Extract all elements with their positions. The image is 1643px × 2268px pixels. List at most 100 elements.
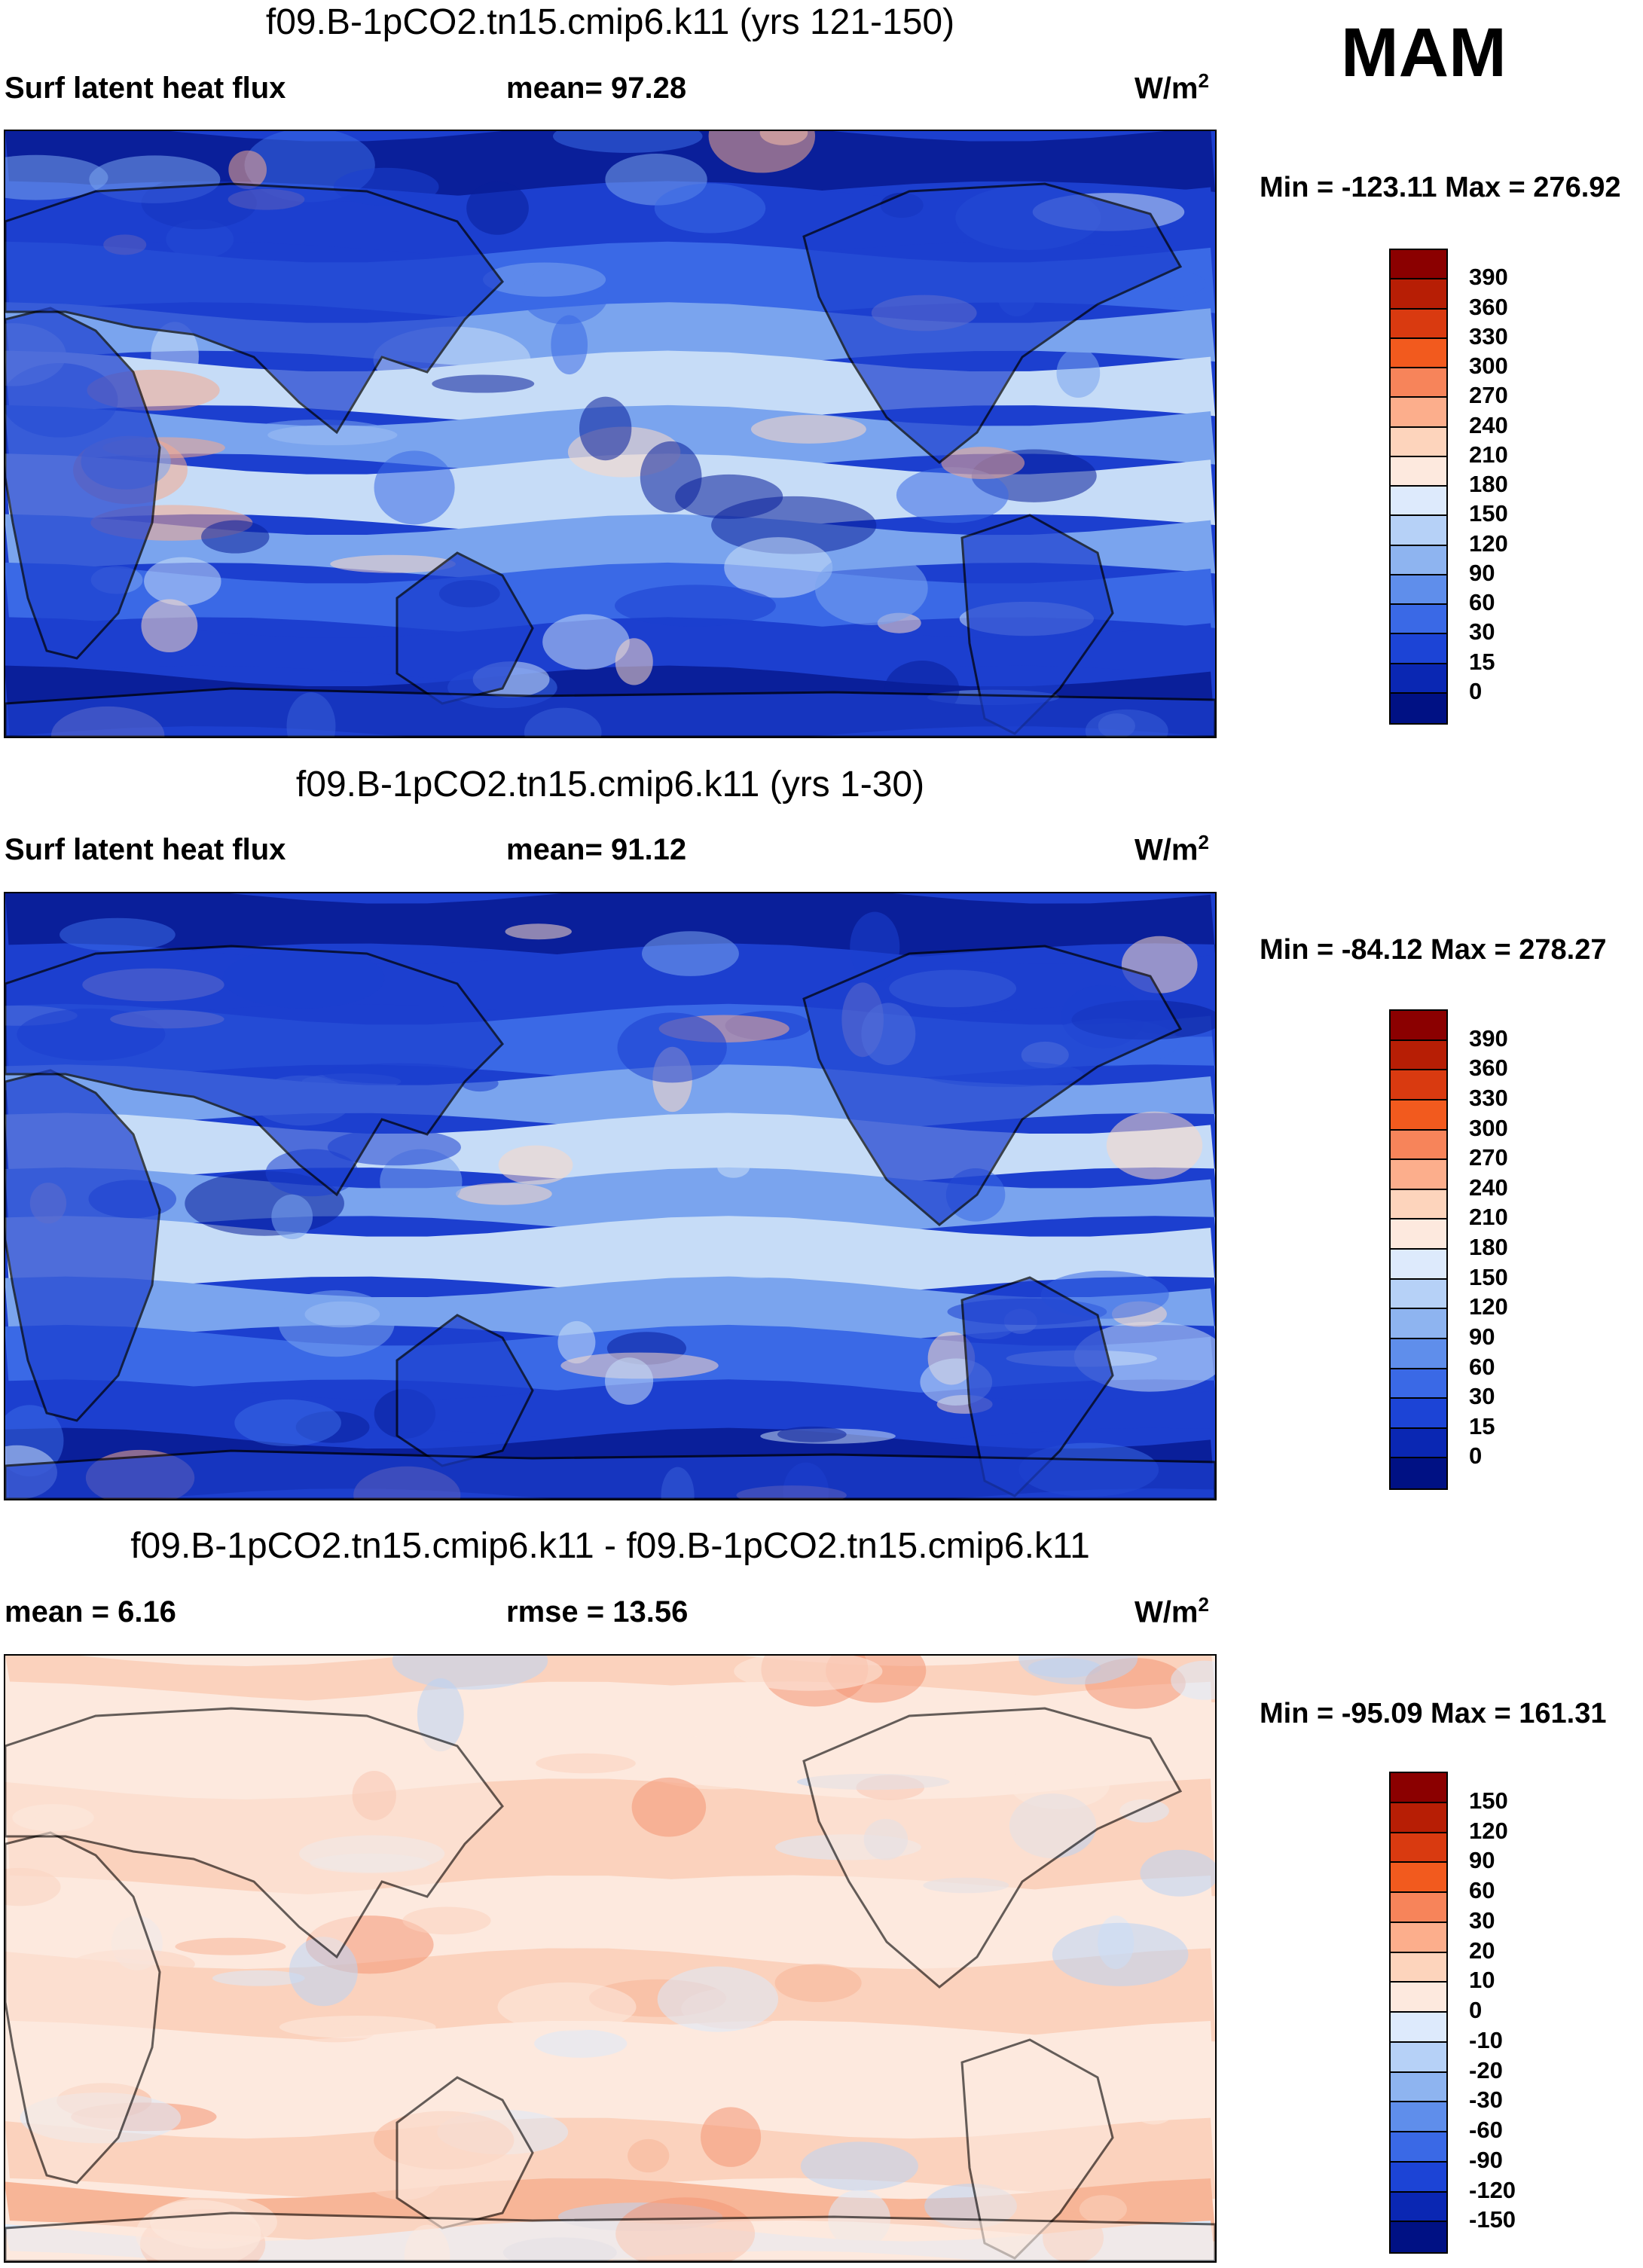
map-contour-blob	[1140, 1849, 1215, 1897]
map-contour-blob	[774, 1964, 862, 2002]
colorbar-tick-label: 300	[1469, 1114, 1508, 1141]
colorbar-tick-label: 20	[1469, 1937, 1495, 1964]
colorbar-tick-label: 150	[1469, 1787, 1508, 1814]
colorbar-swatch	[1391, 1893, 1446, 1923]
colorbar-tick-label: -60	[1469, 2117, 1503, 2143]
colorbar-swatch	[1391, 1922, 1446, 1953]
colorbar-swatch	[1391, 1399, 1446, 1429]
panel-2-minmax: Min = -84.12 Max = 278.27	[1260, 934, 1607, 966]
map-contour-blob	[605, 1357, 654, 1405]
colorbar-swatch	[1391, 1458, 1446, 1488]
colorbar-tick-label: 330	[1469, 322, 1508, 350]
colorbar-swatch	[1391, 1040, 1446, 1071]
map-contour-blob	[461, 1075, 499, 1092]
colorbar-tick-label: 30	[1469, 618, 1495, 646]
colorbar-tick-label: 30	[1469, 1906, 1495, 1934]
colorbar-swatch	[1391, 634, 1446, 664]
colorbar-tick-label: 90	[1469, 559, 1495, 586]
coastline	[802, 182, 1183, 464]
season-label: MAM	[1341, 14, 1507, 91]
map-contour-blob	[654, 183, 766, 234]
colorbar-swatch	[1391, 338, 1446, 368]
colorbar-swatch	[1391, 2192, 1446, 2223]
colorbar-swatch	[1391, 1339, 1446, 1369]
colorbar-tick-label: 15	[1469, 1412, 1495, 1439]
colorbar-swatch	[1391, 309, 1446, 339]
colorbar-swatch	[1391, 1011, 1446, 1041]
coastline	[395, 1314, 534, 1467]
map-contour-blob	[631, 1777, 707, 1837]
coastline	[5, 1831, 161, 2184]
map-contour-blob	[734, 1656, 883, 1691]
map-contour-blob	[456, 1183, 552, 1205]
colorbar-swatch	[1391, 1070, 1446, 1100]
panel-2-map-field	[5, 893, 1215, 1499]
panel-2-colorbar	[1389, 1009, 1448, 1490]
colorbar-tick-label: -10	[1469, 2026, 1503, 2053]
coastline	[5, 945, 504, 1197]
colorbar-tick-label: -90	[1469, 2146, 1503, 2173]
map-contour-blob	[417, 1678, 464, 1752]
panel-2-units-exponent: 2	[1198, 831, 1209, 853]
colorbar-tick-label: 15	[1469, 648, 1495, 675]
colorbar-tick-label: 0	[1469, 1997, 1483, 2023]
colorbar-tick-label: 360	[1469, 1055, 1508, 1082]
coastline	[395, 2076, 534, 2230]
map-contour-blob	[579, 396, 632, 461]
colorbar-swatch	[1391, 1160, 1446, 1190]
colorbar-swatch	[1391, 2072, 1446, 2103]
map-contour-blob	[777, 1426, 847, 1442]
colorbar-tick-label: 60	[1469, 1877, 1495, 1903]
coastline	[5, 182, 504, 435]
panel-2-mean-label: mean= 91.12	[506, 833, 687, 866]
map-contour-blob	[896, 467, 1009, 524]
map-contour-blob	[553, 131, 703, 153]
colorbar-tick-label: 90	[1469, 1847, 1495, 1874]
panel-1-title: f09.B-1pCO2.tn15.cmip6.k11 (yrs 121-150)	[265, 2, 955, 42]
map-contour-blob	[432, 374, 535, 393]
coastline	[5, 1449, 1215, 1499]
map-contour-blob	[1171, 1660, 1215, 1700]
panel-1-minmax: Min = -123.11 Max = 276.92	[1260, 172, 1621, 203]
map-contour-blob	[701, 2107, 762, 2167]
colorbar-swatch	[1391, 516, 1446, 546]
map-contour-blob	[640, 441, 702, 513]
coastline	[395, 551, 534, 705]
colorbar-tick-label: 390	[1469, 1024, 1508, 1052]
colorbar-tick-label: 10	[1469, 1967, 1495, 1994]
panel-1-mean-label: mean= 97.28	[506, 72, 687, 105]
coastline	[5, 307, 161, 660]
colorbar-swatch	[1391, 2013, 1446, 2043]
colorbar-tick-label: -30	[1469, 2086, 1503, 2114]
map-contour-blob	[175, 1937, 286, 1955]
colorbar-swatch	[1391, 1952, 1446, 1983]
colorbar-tick-label: -150	[1469, 2206, 1516, 2233]
colorbar-tick-label: 150	[1469, 500, 1508, 527]
panel-3-minmax: Min = -95.09 Max = 161.31	[1260, 1698, 1607, 1729]
colorbar-swatch	[1391, 545, 1446, 575]
colorbar-swatch	[1391, 2162, 1446, 2193]
colorbar-swatch	[1391, 1250, 1446, 1280]
map-contour-blob	[708, 131, 816, 173]
map-contour-band	[5, 1379, 1215, 1449]
coastline	[802, 1707, 1183, 1989]
colorbar-tick-label: 240	[1469, 411, 1508, 438]
colorbar-tick-label: 300	[1469, 353, 1508, 379]
map-contour-blob	[271, 1194, 313, 1240]
panel-2-units-text: W/m	[1135, 833, 1199, 867]
panel-3-colorbar-ticks: 150 120 90 60 30 20 10 0 -10 -20 -30 -60 -90 -120 -150	[1469, 1772, 1559, 2254]
map-contour-blob	[1018, 1656, 1138, 1685]
map-contour-blob	[814, 551, 928, 625]
map-contour-blob	[657, 1966, 779, 2032]
map-contour-blob	[141, 599, 198, 653]
map-contour-band	[5, 453, 1215, 536]
map-contour-blob	[641, 931, 739, 976]
colorbar-swatch	[1391, 1189, 1446, 1220]
map-contour-blob	[711, 496, 877, 554]
panel-1-map-field	[5, 131, 1215, 737]
panel-3-units: W/m2	[1135, 1593, 1209, 1629]
colorbar-swatch	[1391, 1773, 1446, 1803]
map-contour-blob	[228, 150, 267, 190]
panel-2-title: f09.B-1pCO2.tn15.cmip6.k11 (yrs 1-30)	[295, 765, 925, 804]
colorbar-tick-label: 120	[1469, 1817, 1508, 1844]
